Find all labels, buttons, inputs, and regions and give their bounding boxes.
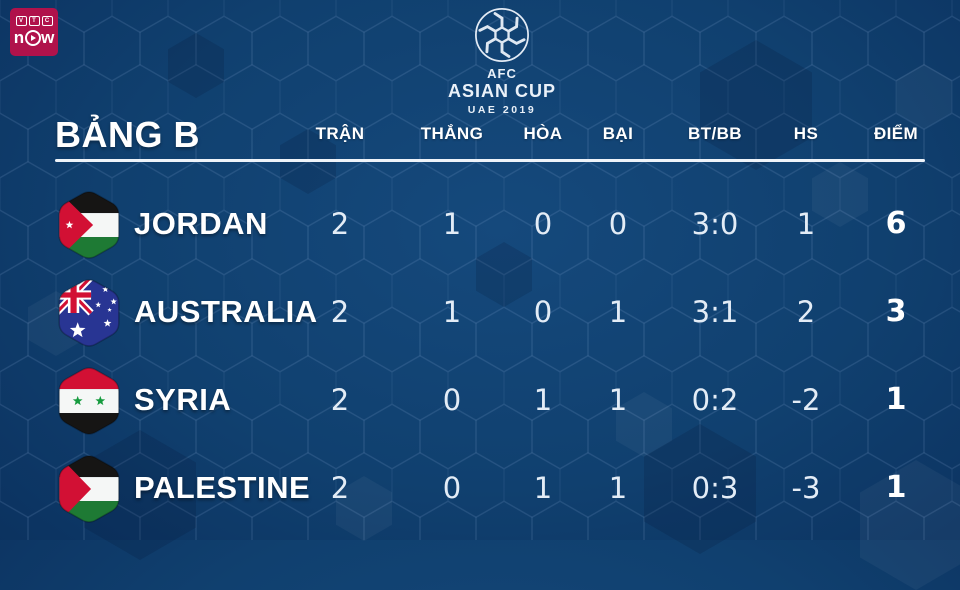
column-header-played: TRẬN — [315, 124, 365, 143]
cell-goals: 0:2 — [691, 383, 739, 417]
cell-won: 0 — [442, 471, 462, 505]
cell-lost: 1 — [608, 295, 628, 329]
cell-points: 1 — [885, 470, 907, 505]
palestine-flag-icon — [58, 455, 120, 523]
header-divider — [55, 159, 925, 162]
team-name: PALESTINE — [134, 470, 311, 505]
cell-lost: 1 — [608, 471, 628, 505]
tournament-name: ASIAN CUP — [447, 81, 556, 101]
tournament-logo: AFC ASIAN CUP UAE 2019 — [402, 6, 602, 116]
cell-points: 1 — [885, 382, 907, 417]
column-header-points: ĐIỂM — [873, 124, 919, 143]
team-name: AUSTRALIA — [134, 294, 318, 329]
vtc-word-n: n — [13, 28, 25, 47]
play-icon — [24, 29, 41, 46]
cell-drawn: 1 — [533, 383, 553, 417]
cell-points: 6 — [885, 206, 907, 241]
cell-lost: 0 — [608, 207, 628, 241]
cell-played: 2 — [330, 383, 350, 417]
group-title: BẢNG B — [55, 114, 200, 155]
cell-goals: 0:3 — [691, 471, 739, 505]
column-header-won: THẮNG — [420, 124, 484, 143]
cell-won: 0 — [442, 383, 462, 417]
vtc-letter: C — [41, 16, 53, 26]
cell-diff: 2 — [796, 295, 816, 329]
australia-flag-icon — [58, 279, 120, 347]
cell-diff: -2 — [791, 383, 821, 417]
cell-goals: 3:0 — [691, 207, 739, 241]
cell-diff: -3 — [791, 471, 821, 505]
vtc-letter: V — [15, 16, 27, 26]
hex-patch — [700, 40, 812, 170]
vtc-now-word: n w — [14, 29, 55, 46]
syria-flag-icon — [58, 367, 120, 435]
cell-played: 2 — [330, 207, 350, 241]
cell-drawn: 0 — [533, 295, 553, 329]
column-header-lost: BẠI — [602, 124, 634, 143]
team-name: JORDAN — [134, 206, 268, 241]
vtc-word-w: w — [41, 28, 55, 47]
cell-diff: 1 — [796, 207, 816, 241]
cell-drawn: 0 — [533, 207, 553, 241]
tournament-edition: UAE 2019 — [467, 104, 537, 116]
cell-played: 2 — [330, 471, 350, 505]
jordan-flag-icon — [58, 191, 120, 259]
table-row-palestine: PALESTINE 2 0 1 1 0:3 -3 1 — [0, 446, 960, 530]
table-row-australia: AUSTRALIA 2 1 0 1 3:1 2 3 — [0, 270, 960, 354]
cell-points: 3 — [885, 294, 907, 329]
cell-won: 1 — [442, 207, 462, 241]
cell-goals: 3:1 — [691, 295, 739, 329]
cell-played: 2 — [330, 295, 350, 329]
team-name: SYRIA — [134, 382, 232, 417]
vtc-now-logo: V T C n w — [10, 8, 58, 56]
hex-patch — [168, 33, 224, 98]
afc-asian-cup-emblem-icon — [475, 8, 529, 62]
column-header-drawn: HÒA — [523, 124, 563, 143]
vtc-letter-boxes: V T C — [15, 16, 53, 26]
tournament-afc-label: AFC — [487, 66, 517, 81]
table-row-syria: SYRIA 2 0 1 1 0:2 -2 1 — [0, 358, 960, 442]
hex-patch — [896, 64, 952, 129]
vtc-letter: T — [28, 16, 40, 26]
table-row-jordan: JORDAN 2 1 0 0 3:0 1 6 — [0, 182, 960, 266]
cell-drawn: 1 — [533, 471, 553, 505]
cell-won: 1 — [442, 295, 462, 329]
column-header-diff: HS — [793, 124, 819, 143]
cell-lost: 1 — [608, 383, 628, 417]
column-header-goals: BT/BB — [688, 124, 742, 143]
